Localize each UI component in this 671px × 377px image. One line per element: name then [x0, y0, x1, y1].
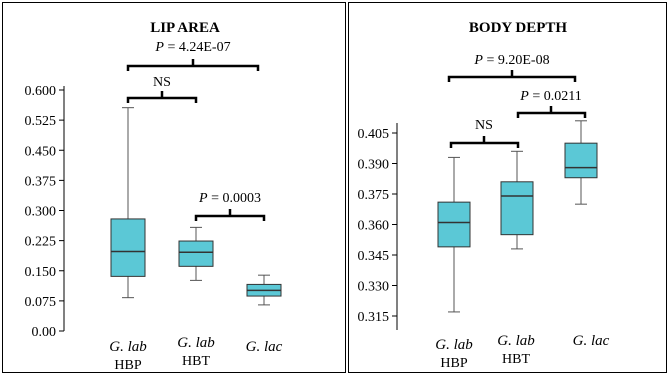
chart-title-body-depth: BODY DEPTH [469, 20, 568, 36]
y-tick-label-body-depth: 0.405 [358, 127, 390, 142]
y-tick-label-lip-area: 0.600 [25, 84, 57, 99]
box-lip-area-3 [246, 274, 282, 306]
y-tick-label-lip-area: 0.225 [25, 235, 57, 250]
tick-group-body-depth: 0.405 0.390 0.375 0.360 0.345 0.330 0.315 [358, 127, 397, 325]
bracket-lip-area-overall [126, 59, 260, 71]
box-group-body-depth [437, 120, 598, 313]
bracket-body-depth-hbt-lac [516, 106, 587, 118]
annotation-body-depth-overall: P = 9.20E-08 [473, 53, 549, 68]
bracket-body-depth-overall [447, 70, 577, 82]
bracket-body-depth-ns [449, 136, 520, 148]
panel-frame-body-depth [348, 2, 667, 373]
chart-title-lip-area: LIP AREA [150, 20, 220, 36]
box-iqr [500, 181, 534, 236]
y-tick-label-body-depth: 0.375 [358, 188, 390, 203]
annotation-lip-area-ns: NS [153, 75, 171, 90]
bracket-lip-area-hbt-lac [194, 209, 266, 221]
box-iqr [110, 218, 146, 277]
category-label-body-depth-1: G. lab [435, 337, 473, 353]
y-tick-label-lip-area: 0.450 [25, 144, 57, 159]
category-label-lip-area-1: G. lab [109, 339, 147, 355]
y-tick-label-lip-area: 0.150 [25, 265, 57, 280]
box-body-depth-3 [564, 120, 598, 205]
category-label-body-depth-3: G. lac [573, 333, 610, 349]
box-iqr [178, 240, 214, 267]
y-tick-label-lip-area: 0.075 [25, 295, 57, 310]
panel-frame-lip-area [2, 2, 346, 373]
category-label-lip-area-3: G. lac [246, 339, 283, 355]
box-iqr [564, 142, 598, 179]
tick-group-lip-area: 0.600 0.525 0.450 0.375 0.300 0.225 0.150 0.075… [25, 84, 64, 340]
y-tick-label-body-depth: 0.390 [358, 158, 390, 173]
y-tick-label-lip-area: 0.525 [25, 114, 57, 129]
category-sublabel-lip-area-2: HBT [182, 354, 210, 369]
category-sublabel-body-depth-2: HBT [502, 352, 530, 367]
y-tick-label-lip-area: 0.375 [25, 174, 57, 189]
y-tick-label-body-depth: 0.315 [358, 310, 390, 325]
annotation-body-depth-ns: NS [475, 118, 493, 133]
box-body-depth-2 [500, 150, 534, 250]
box-iqr [437, 201, 471, 248]
bracket-lip-area-ns [126, 91, 198, 103]
y-tick-label-body-depth: 0.360 [358, 219, 390, 234]
box-body-depth-1 [437, 156, 471, 313]
y-tick-label-body-depth: 0.345 [358, 249, 390, 264]
annotation-lip-area-hbt-lac: P = 0.0003 [198, 191, 261, 206]
box-lip-area-2 [178, 226, 214, 281]
category-label-lip-area-2: G. lab [177, 335, 215, 351]
annotation-lip-area-overall: P = 4.24E-07 [154, 40, 230, 55]
category-sublabel-body-depth-1: HBP [440, 356, 467, 371]
category-sublabel-lip-area-1: HBP [114, 358, 141, 373]
y-tick-label-body-depth: 0.330 [358, 280, 390, 295]
box-lip-area-1 [110, 107, 146, 299]
box-group-lip-area [110, 107, 282, 306]
y-tick-label-lip-area: 0.300 [25, 205, 57, 220]
y-tick-label-lip-area: 0.00 [32, 325, 57, 340]
category-label-body-depth-2: G. lab [497, 333, 535, 349]
annotation-body-depth-hbt-lac: P = 0.0211 [519, 89, 581, 104]
